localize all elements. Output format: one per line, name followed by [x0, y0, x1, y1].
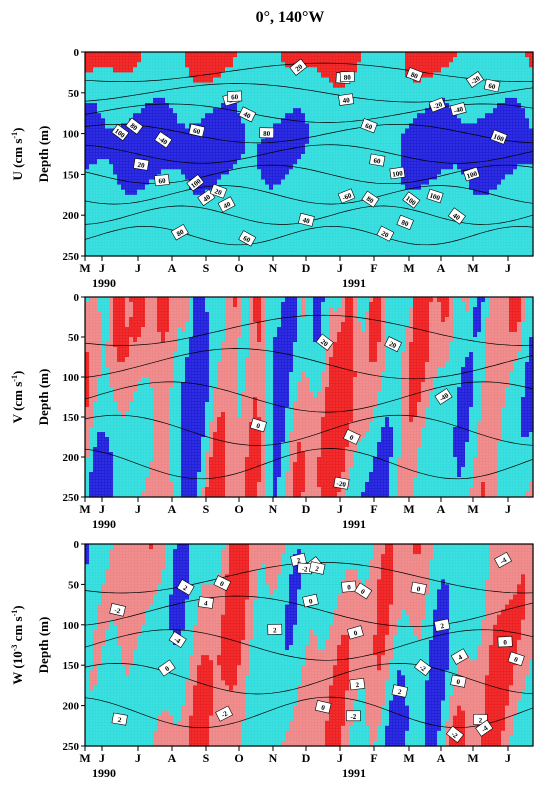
panel-U-frame	[84, 51, 534, 257]
contour-label: 80	[405, 67, 424, 83]
figure-title: 0°, 140°W	[256, 9, 325, 26]
contour-label: 60	[227, 90, 243, 102]
month-tick-label: M	[467, 261, 478, 275]
contour-label: 40	[238, 106, 257, 123]
depth-tick-label: 0	[74, 47, 80, 59]
month-tick-label: M	[403, 261, 414, 275]
panel-U: -60-20-40-202080100608010020406080406010…	[10, 47, 534, 290]
contour-label: 40	[298, 212, 315, 227]
contour-label: 80	[170, 223, 189, 241]
contour-label: 40	[338, 93, 355, 106]
month-tick-label: D	[302, 261, 311, 275]
contour-label: 60	[238, 230, 257, 247]
contour-label: 80	[361, 190, 380, 208]
month-tick-label: O	[234, 261, 243, 275]
depth-tick-label: 150	[63, 169, 80, 181]
month-tick-label: J	[99, 261, 105, 275]
month-tick-label: J	[135, 261, 141, 275]
panel-U-ylabel: U (cm s-1)	[10, 128, 25, 181]
contour-line	[84, 225, 534, 246]
year-label: 1990	[92, 276, 116, 290]
contour-line	[84, 185, 534, 205]
contour-label: 80	[125, 117, 144, 135]
contour-line	[84, 83, 534, 103]
contour-label: 20	[133, 157, 150, 171]
contour-label: 80	[339, 71, 355, 83]
contour-label: -40	[449, 102, 467, 117]
month-tick-label: A	[437, 261, 446, 275]
contour-label: 60	[483, 78, 501, 93]
contour-label: -60	[337, 188, 356, 204]
month-tick-label: N	[269, 261, 278, 275]
month-tick-label: F	[370, 261, 377, 275]
contour-label: 80	[396, 214, 414, 231]
contour-label: -40	[154, 131, 173, 149]
month-tick-label: S	[203, 261, 210, 275]
contour-line	[84, 62, 534, 83]
depth-tick-label: 250	[63, 251, 80, 263]
contour-label: 20	[209, 183, 228, 199]
contour-line	[84, 123, 534, 144]
contour-label: 60	[369, 153, 386, 167]
month-tick-label: M	[79, 261, 90, 275]
contour-label: 40	[447, 207, 466, 225]
contour-label: 60	[360, 118, 378, 134]
contour-line	[84, 144, 534, 164]
contour-label: 100	[389, 166, 406, 180]
contour-label: 100	[463, 166, 481, 182]
contour-label: 20	[289, 58, 308, 76]
contour-label: 100	[426, 188, 444, 204]
contour-label: 40	[217, 196, 236, 213]
contour-label: 80	[259, 127, 275, 139]
contour-label: -20	[428, 97, 447, 113]
depth-tick-label: 100	[63, 129, 80, 141]
panel-U-depth-label: Depth (m)	[36, 126, 51, 183]
contour-label: 100	[490, 129, 508, 145]
year-label: 1991	[342, 276, 366, 290]
contour-label: 60	[154, 174, 170, 187]
contour-label: 60	[188, 123, 206, 138]
depth-tick-label: 50	[68, 88, 80, 100]
depth-tick-label: 200	[63, 210, 80, 222]
month-tick-label: J	[337, 261, 343, 275]
contour-label: 20	[376, 225, 395, 242]
contour-label: -20	[465, 71, 485, 88]
month-tick-label: J	[505, 261, 511, 275]
contour-label: 100	[186, 174, 205, 192]
month-tick-label: A	[168, 261, 177, 275]
